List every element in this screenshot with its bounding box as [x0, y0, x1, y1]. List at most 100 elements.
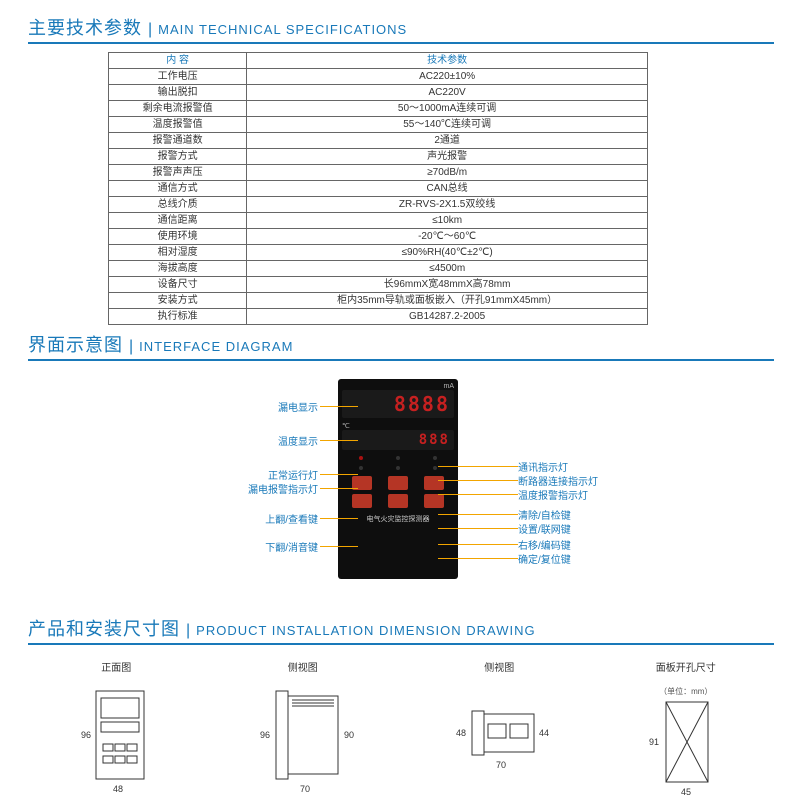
spec-key: 报警声声压 — [109, 165, 247, 181]
table-row: 报警通道数2通道 — [109, 133, 648, 149]
spec-key: 执行标准 — [109, 309, 247, 325]
callout-left: 上翻/查看键 — [188, 511, 318, 526]
display-temp: 888 — [342, 430, 454, 450]
callout-right: 断路器连接指示灯 — [518, 473, 598, 488]
spec-value: CAN总线 — [247, 181, 648, 197]
unit-note: （单位：mm） — [641, 686, 731, 697]
callout-right: 清除/自检键 — [518, 507, 571, 522]
spec-key: 温度报警值 — [109, 117, 247, 133]
section-header-interface: 界面示意图 | INTERFACE DIAGRAM — [28, 331, 774, 361]
spec-key: 剩余电流报警值 — [109, 101, 247, 117]
spec-key: 工作电压 — [109, 69, 247, 85]
table-row: 使用环境-20℃～60℃ — [109, 229, 648, 245]
spec-value: ≤4500m — [247, 261, 648, 277]
spec-value: AC220±10% — [247, 69, 648, 85]
spec-key: 使用环境 — [109, 229, 247, 245]
spec-value: ≤10km — [247, 213, 648, 229]
spec-key: 总线介质 — [109, 197, 247, 213]
spec-value: 柜内35mm导轨或面板嵌入（开孔91mmX45mm） — [247, 293, 648, 309]
table-row: 设备尺寸长96mmX宽48mmX高78mm — [109, 277, 648, 293]
callout-left: 下翻/消音键 — [188, 539, 318, 554]
svg-text:90: 90 — [344, 730, 354, 740]
table-row: 温度报警值55～140℃连续可调 — [109, 117, 648, 133]
section-title-en: INTERFACE DIAGRAM — [139, 339, 293, 354]
spec-table: 内 容 技术参数 工作电压AC220±10%输出脱扣AC220V剩余电流报警值5… — [108, 52, 648, 325]
spec-key: 通信距离 — [109, 213, 247, 229]
table-row: 相对湿度≤90%RH(40℃±2℃) — [109, 245, 648, 261]
callout-line — [438, 466, 518, 467]
callout-line — [320, 546, 358, 547]
callout-line — [438, 494, 518, 495]
callout-left: 正常运行灯 — [188, 467, 318, 482]
device-button[interactable] — [352, 494, 372, 508]
led-icon — [396, 466, 400, 470]
spec-value: ≥70dB/m — [247, 165, 648, 181]
led-icon — [433, 456, 437, 460]
section-divider: | — [186, 622, 190, 640]
front-svg: 96 48 — [71, 686, 161, 796]
device-button[interactable] — [424, 476, 444, 490]
section-header-specs: 主要技术参数 | MAIN TECHNICAL SPECIFICATIONS — [28, 14, 774, 44]
section-title-cn: 主要技术参数 — [28, 14, 142, 40]
callout-right: 右移/编码键 — [518, 537, 571, 552]
callout-line — [320, 488, 358, 489]
callout-left: 漏电报警指示灯 — [188, 481, 318, 496]
section-divider: | — [148, 21, 152, 39]
drawing-title: 正面图 — [71, 659, 161, 674]
spec-key: 海拔高度 — [109, 261, 247, 277]
table-row: 剩余电流报警值50～1000mA连续可调 — [109, 101, 648, 117]
svg-text:91: 91 — [649, 737, 659, 747]
section-title-en: PRODUCT INSTALLATION DIMENSION DRAWING — [196, 623, 535, 638]
drawing-front: 正面图 96 48 — [71, 659, 161, 796]
table-row: 报警方式声光报警 — [109, 149, 648, 165]
drawing-side1: 侧视图 96 90 70 — [248, 659, 358, 796]
callout-left: 漏电显示 — [188, 399, 318, 414]
table-row: 海拔高度≤4500m — [109, 261, 648, 277]
device-button[interactable] — [388, 494, 408, 508]
table-row: 安装方式柜内35mm导轨或面板嵌入（开孔91mmX45mm） — [109, 293, 648, 309]
spec-value: AC220V — [247, 85, 648, 101]
callout-line — [438, 544, 518, 545]
table-row: 执行标准GB14287.2-2005 — [109, 309, 648, 325]
svg-text:48: 48 — [456, 728, 466, 738]
callout-line — [320, 518, 358, 519]
drawing-title: 侧视图 — [444, 659, 554, 674]
spec-key: 安装方式 — [109, 293, 247, 309]
callout-right: 通讯指示灯 — [518, 459, 568, 474]
section-title-cn: 界面示意图 — [28, 331, 123, 357]
interface-diagram: mA 8888 ℃ 888 电气火灾监控探测器 漏电显示温度显示正常运行灯漏电报… — [28, 379, 774, 609]
drawing-title: 侧视图 — [248, 659, 358, 674]
display-leakage: 8888 — [342, 390, 454, 418]
device-bottom-label: 电气火灾监控探测器 — [342, 514, 454, 524]
table-row: 输出脱扣AC220V — [109, 85, 648, 101]
panel-svg: 91 45 — [641, 697, 731, 797]
led-icon — [433, 466, 437, 470]
spec-key: 相对湿度 — [109, 245, 247, 261]
callout-line — [320, 406, 358, 407]
led-icon — [359, 466, 363, 470]
unit-c: ℃ — [342, 422, 454, 430]
callout-line — [438, 480, 518, 481]
device-button[interactable] — [424, 494, 444, 508]
svg-text:70: 70 — [496, 760, 506, 770]
svg-text:45: 45 — [681, 787, 691, 797]
callout-right: 设置/联网键 — [518, 521, 571, 536]
drawing-side2: 侧视图 48 44 70 — [444, 659, 554, 796]
spec-value: 声光报警 — [247, 149, 648, 165]
table-row: 通信方式CAN总线 — [109, 181, 648, 197]
spec-value: 长96mmX宽48mmX高78mm — [247, 277, 648, 293]
led-icon — [396, 456, 400, 460]
svg-text:44: 44 — [539, 728, 549, 738]
table-row: 总线介质ZR-RVS-2X1.5双绞线 — [109, 197, 648, 213]
callout-line — [320, 474, 358, 475]
device-mockup: mA 8888 ℃ 888 电气火灾监控探测器 — [338, 379, 458, 579]
spec-value: 55～140℃连续可调 — [247, 117, 648, 133]
drawing-panel: 面板开孔尺寸 （单位：mm） 91 45 — [641, 659, 731, 797]
spec-key: 通信方式 — [109, 181, 247, 197]
spec-value: 2通道 — [247, 133, 648, 149]
device-button[interactable] — [388, 476, 408, 490]
callout-right: 温度报警指示灯 — [518, 487, 588, 502]
spec-value: ≤90%RH(40℃±2℃) — [247, 245, 648, 261]
spec-key: 报警方式 — [109, 149, 247, 165]
side2-svg: 48 44 70 — [444, 686, 554, 796]
